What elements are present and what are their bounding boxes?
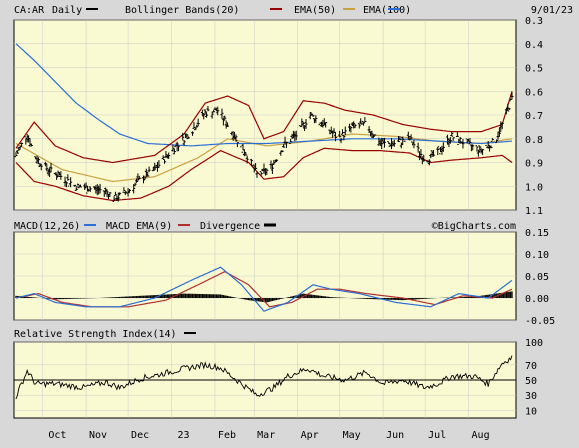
interval-label: Daily: [52, 5, 82, 16]
x-tick-label: Feb: [218, 430, 236, 441]
y-tick-label: 0.10: [525, 250, 549, 261]
series-macd-12-26-: [15, 266, 513, 312]
ema100-legend-label: EMA(100): [363, 5, 411, 16]
price-axis: 1.1 1.0 0.9 0.8 0.7 0.6 0.5 0.4 0.3: [525, 16, 543, 217]
ema50-legend-label: EMA(50): [294, 5, 336, 16]
y-tick-label: 0.7: [525, 111, 543, 122]
x-tick-label: Mar: [257, 430, 275, 441]
x-tick-label: 23: [178, 430, 190, 441]
y-tick-label: 0.00: [525, 294, 549, 305]
y-tick-label: 0.9: [525, 159, 543, 170]
y-tick-label: 1.0: [525, 182, 543, 193]
price-bars: [14, 92, 514, 203]
rsi-title: Relative Strength Index(14): [14, 329, 177, 340]
x-tick-label: May: [343, 430, 361, 441]
x-tick-label: Nov: [89, 430, 107, 441]
y-tick-label: 100: [525, 338, 543, 349]
x-tick-label: Jun: [386, 430, 404, 441]
y-tick-label: 0.6: [525, 87, 543, 98]
x-tick-label: Apr: [301, 430, 319, 441]
y-tick-label: 0.3: [525, 16, 543, 27]
y-tick-label: 10: [525, 406, 537, 417]
divergence-legend-label: Divergence: [200, 221, 260, 232]
time-axis: Oct Nov Dec 23 Feb Mar Apr May Jun Jul Aug: [48, 430, 489, 441]
y-tick-label: -0.05: [525, 316, 555, 327]
rsi-lines: [14, 355, 516, 400]
date-label: 9/01/23: [531, 5, 573, 16]
y-tick-label: 0.4: [525, 40, 543, 51]
y-tick-label: 0.05: [525, 272, 549, 283]
x-tick-label: Dec: [131, 430, 149, 441]
macd-legend-label: MACD(12,26): [14, 221, 80, 232]
series-bollinger-upper: [15, 91, 513, 164]
y-tick-label: 70: [525, 361, 537, 372]
y-tick-label: 0.15: [525, 228, 549, 239]
price-overlays: [15, 43, 513, 202]
y-tick-label: 50: [525, 376, 537, 387]
rsi-axis: 10 30 50 70 100: [525, 338, 543, 417]
series-rsi: [15, 355, 513, 400]
macd-lines: [15, 266, 513, 312]
bollinger-legend-label: Bollinger Bands(20): [125, 5, 239, 16]
x-tick-label: Aug: [472, 430, 490, 441]
symbol-label: CA:AR: [14, 5, 45, 16]
macd-ema-legend-label: MACD EMA(9): [106, 221, 172, 232]
series-ema-100-: [15, 43, 513, 147]
y-tick-label: 1.1: [525, 206, 543, 217]
macd-axis: -0.05 0.00 0.05 0.10 0.15: [525, 228, 555, 327]
x-tick-label: Oct: [48, 430, 66, 441]
y-tick-label: 0.8: [525, 135, 543, 146]
y-tick-label: 30: [525, 391, 537, 402]
x-tick-label: Jul: [428, 430, 446, 441]
watermark: ©BigCharts.com: [432, 221, 516, 232]
y-tick-label: 0.5: [525, 64, 543, 75]
